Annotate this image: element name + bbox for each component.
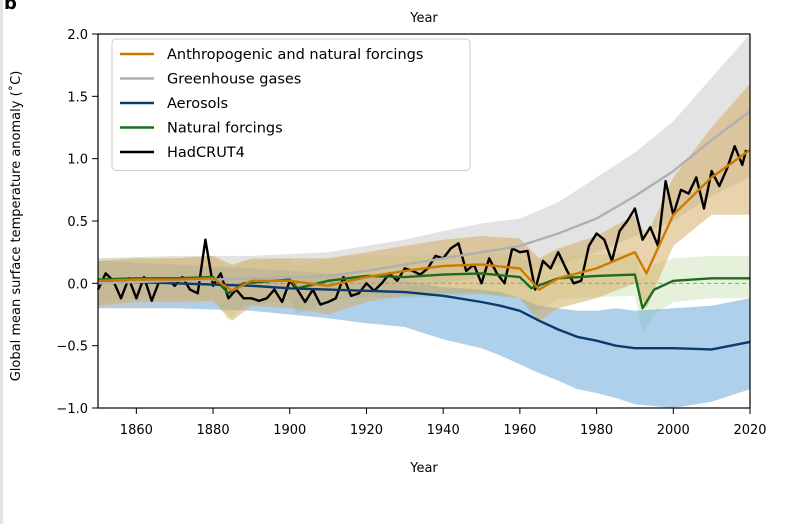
legend: Anthropogenic and natural forcings Greenh…	[111, 38, 471, 171]
x-tick-label-1920: 1920	[350, 423, 383, 438]
line-hadcrut4	[96, 145, 748, 306]
x-tick-label-1900: 1900	[273, 423, 306, 438]
line-aerosols	[97, 279, 751, 351]
uncertainty-bands	[98, 34, 750, 408]
legend-label-hadcrut4: HadCRUT4	[167, 145, 245, 161]
legend-box	[111, 38, 471, 171]
y-axis-ticks: −1.0 −0.5 0.0 0.5 1.0 1.5 2.0	[56, 28, 98, 417]
panel-label: b	[4, 0, 17, 14]
x-tick-label-2000: 2000	[657, 423, 690, 438]
left-margin-strip	[0, 0, 3, 524]
band-anthropogenic-and-natural-forcings	[98, 83, 750, 321]
series-lines	[96, 110, 751, 351]
x-tick-label-1880: 1880	[197, 423, 230, 438]
legend-label-aerosols: Aerosols	[167, 96, 228, 112]
top-axis-title: Year	[409, 11, 438, 26]
x-axis-ticks: 1860 1880 1900 1920 1940 1960 1980 2000 2020	[120, 408, 767, 438]
legend-label-natural-forcings: Natural forcings	[167, 121, 283, 137]
x-tick-label-1960: 1960	[503, 423, 536, 438]
x-tick-label-2020: 2020	[733, 423, 766, 438]
y-tick-label-4: 1.0	[67, 153, 88, 168]
y-tick-label-6: 2.0	[67, 28, 88, 43]
y-axis-title: Global mean surface temperature anomaly …	[8, 71, 24, 382]
legend-label-greenhouse-gases: Greenhouse gases	[167, 72, 301, 88]
y-tick-label-3: 0.5	[67, 215, 88, 230]
x-tick-label-1860: 1860	[120, 423, 153, 438]
line-greenhouse-gases	[97, 110, 751, 285]
x-axis-title: Year	[409, 461, 438, 476]
line-natural-forcings	[97, 272, 750, 310]
x-tick-label-1980: 1980	[580, 423, 613, 438]
x-tick-label-1940: 1940	[427, 423, 460, 438]
y-tick-label-5: 1.5	[67, 90, 88, 105]
y-tick-label-0: −1.0	[56, 402, 88, 417]
y-tick-label-1: −0.5	[56, 340, 88, 355]
y-tick-label-2: 0.0	[67, 277, 88, 292]
legend-label-anthropogenic-and-natural-forcings: Anthropogenic and natural forcings	[167, 47, 423, 63]
line-anthropogenic-and-natural-forcings	[97, 148, 751, 292]
